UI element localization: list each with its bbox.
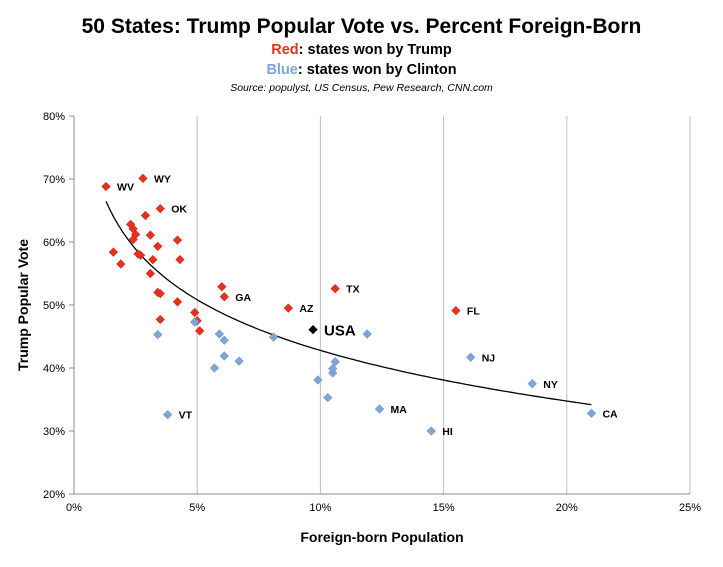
trump-point: [148, 255, 158, 265]
point-label-az: AZ: [299, 303, 314, 315]
y-tick-label: 40%: [43, 363, 65, 375]
trump-point: [116, 259, 126, 269]
clinton-point: [323, 392, 333, 403]
point-label-vt: VT: [179, 410, 193, 422]
trump-point: [172, 235, 183, 245]
ny-point: [527, 379, 537, 389]
usa-point: [308, 324, 318, 335]
subtitle-trump-text: : states won by Trump: [298, 42, 452, 58]
vt-point: [163, 409, 173, 420]
clinton-point: [328, 364, 338, 374]
clinton-point: [214, 329, 225, 339]
trump-point: [217, 282, 227, 292]
point-label-ca: CA: [602, 408, 618, 420]
point-label-nj: NJ: [482, 352, 496, 364]
x-tick-label: 20%: [556, 502, 578, 514]
clinton-point: [234, 356, 244, 366]
x-tick-label: 5%: [189, 502, 205, 514]
point-label-wv: WV: [117, 182, 134, 194]
grid-lines: [69, 115, 691, 495]
trump-point: [155, 314, 165, 325]
trump-point: [108, 247, 119, 257]
trump-point: [155, 289, 165, 299]
x-tick-label: 25%: [679, 502, 701, 514]
x-axis-label: Foreign-born Population: [300, 529, 463, 545]
trump-point: [145, 230, 156, 240]
ma-point: [374, 404, 385, 414]
hi-point: [426, 426, 436, 436]
trump-point: [172, 297, 183, 307]
trump-point: [195, 326, 205, 336]
data-points: [101, 173, 597, 436]
point-label-ma: MA: [391, 404, 408, 416]
wy-point: [138, 173, 148, 183]
x-tick-label: 0%: [66, 502, 82, 514]
y-tick-label: 60%: [43, 237, 65, 249]
point-label-hi: HI: [442, 426, 453, 438]
trendline: [105, 201, 592, 406]
title-block: 50 States: Trump Popular Vote vs. Percen…: [0, 14, 723, 96]
subtitle-clinton: Blue: states won by Clinton: [0, 60, 723, 80]
chart-title: 50 States: Trump Popular Vote vs. Percen…: [81, 15, 642, 38]
ca-point: [586, 408, 597, 418]
clinton-point: [209, 363, 220, 373]
subtitle-trump-key: Red: [271, 42, 299, 58]
subtitle-clinton-key: Blue: [266, 62, 298, 78]
y-tick-label: 80%: [43, 111, 65, 123]
clinton-point: [219, 351, 229, 361]
y-tick-label: 20%: [43, 489, 65, 501]
wv-point: [101, 181, 111, 192]
tick-labels: 0% 5% 10% 15% 20% 25% 20% 30% 40% 50% 60% 70% 80%: [43, 111, 701, 514]
point-label-wy: WY: [154, 173, 171, 185]
trump-point: [135, 250, 146, 260]
trump-point: [145, 268, 156, 279]
y-tick-label: 70%: [43, 174, 65, 186]
nj-point: [466, 352, 476, 362]
y-tick-label: 50%: [43, 300, 65, 312]
trump-point: [128, 234, 138, 245]
trump-point: [190, 307, 200, 318]
ga-point: [219, 292, 229, 302]
point-label-fl: FL: [467, 306, 480, 318]
clinton-point: [268, 332, 279, 342]
trump-point: [153, 241, 163, 252]
point-label-ok: OK: [171, 204, 187, 216]
x-tick-label: 10%: [309, 502, 331, 514]
subtitle-trump: Red: states won by Trump: [0, 40, 723, 60]
point-label-ga: GA: [235, 292, 251, 304]
chart-source: Source: populyst, US Census, Pew Researc…: [230, 82, 493, 94]
tx-point: [330, 283, 340, 294]
x-tick-label: 15%: [433, 502, 455, 514]
clinton-point: [219, 335, 229, 345]
trump-point: [140, 210, 151, 221]
clinton-point: [153, 329, 163, 340]
point-label-usa: USA: [324, 323, 356, 340]
fl-point: [451, 306, 461, 316]
clinton-point: [313, 375, 323, 385]
point-labels: WV WY OK GA AZ TX FL VT MA HI NJ NY CA USA: [117, 173, 618, 438]
point-label-tx: TX: [346, 284, 359, 296]
y-tick-label: 30%: [43, 426, 65, 438]
clinton-point: [362, 329, 372, 339]
ok-point: [155, 203, 165, 214]
y-axis-label: Trump Popular Vote: [15, 239, 31, 371]
az-point: [283, 303, 293, 313]
trump-point: [175, 255, 185, 265]
subtitle-clinton-text: : states won by Clinton: [297, 62, 457, 78]
point-label-ny: NY: [543, 379, 558, 391]
clinton-point: [330, 357, 340, 367]
clinton-point: [190, 317, 200, 327]
